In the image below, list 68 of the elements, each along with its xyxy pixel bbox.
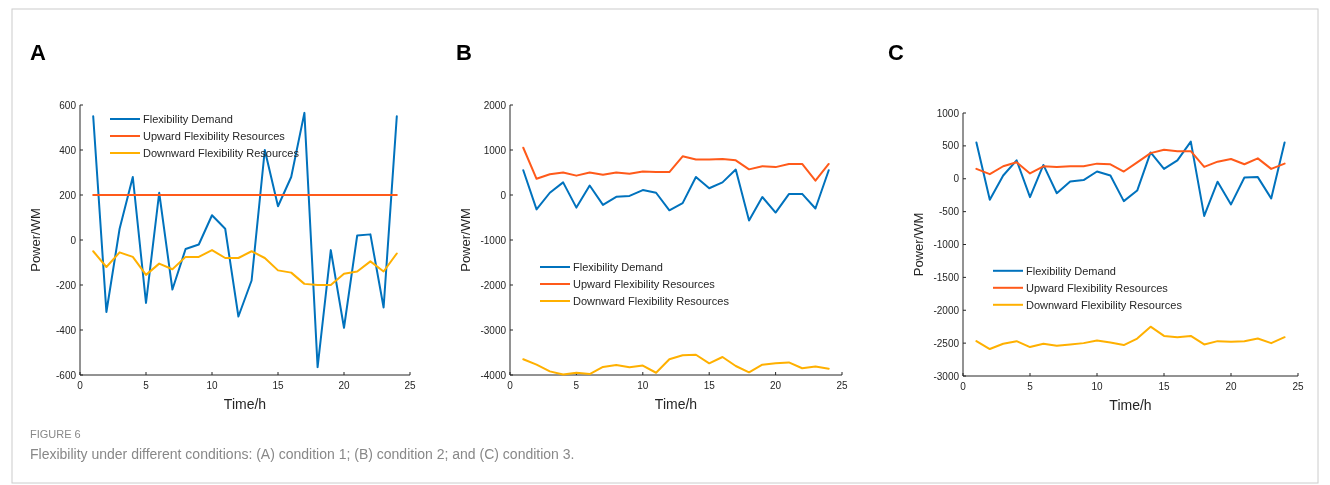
y-tick-label: -4000 — [480, 369, 507, 381]
x-tick-label: 10 — [1091, 381, 1103, 392]
x-axis-title: Time/h — [223, 396, 267, 412]
line-series — [975, 325, 1286, 351]
y-tick-label: 400 — [59, 144, 77, 156]
y-tick-label: 0 — [500, 189, 507, 201]
y-tick-label: -1000 — [480, 234, 507, 246]
x-tick-label: 25 — [836, 380, 848, 391]
x-tick-label: 5 — [1027, 381, 1034, 392]
line-series — [522, 353, 830, 376]
legend-label: Downward Flexibility Resources — [1026, 298, 1183, 311]
chart-title: C — [888, 40, 904, 65]
text: Flexibility under different conditions: (A) condition 1; (B) condition 2; and (C) condition 3. — [30, 446, 575, 462]
legend-label: Upward Flexibility Resources — [143, 130, 286, 142]
y-tick-label: -1500 — [933, 271, 960, 283]
y-axis-title: Power/WM — [458, 208, 473, 272]
legend-label: Downward Flexibility Resources — [573, 295, 730, 307]
legend-label: Flexibility Demand — [1026, 264, 1116, 277]
y-tick-label: 2000 — [483, 99, 507, 111]
y-tick-label: 0 — [953, 173, 960, 185]
x-tick-label: 15 — [1158, 381, 1170, 392]
y-tick-label: -500 — [938, 206, 960, 218]
line-series — [975, 148, 1286, 176]
y-tick-label: 600 — [59, 99, 77, 111]
y-tick-label: 500 — [942, 140, 960, 152]
y-axis-title: Power/WM — [911, 212, 926, 277]
x-tick-label: 10 — [206, 380, 218, 391]
x-tick-label: 10 — [637, 380, 649, 391]
x-tick-label: 20 — [1225, 381, 1237, 392]
x-tick-label: 25 — [1292, 381, 1304, 392]
y-tick-label: -400 — [55, 324, 77, 336]
x-tick-label: 15 — [272, 380, 284, 391]
y-tick-label: -2500 — [933, 337, 960, 349]
y-tick-label: -1000 — [933, 239, 960, 250]
chart-title: B — [456, 40, 472, 65]
x-tick-label: 0 — [77, 380, 84, 391]
y-tick-label: -600 — [55, 369, 77, 381]
y-tick-label: -3000 — [933, 370, 960, 382]
x-axis-title: Time/h — [654, 396, 698, 412]
x-tick-label: 15 — [703, 380, 716, 391]
x-tick-label: 25 — [404, 380, 416, 391]
legend-label: Flexibility Demand — [573, 261, 663, 273]
x-axis-title: Time/h — [1109, 397, 1152, 413]
line-series — [522, 168, 830, 222]
y-tick-label: -3000 — [480, 324, 507, 336]
y-tick-label: -200 — [55, 279, 77, 291]
caption: FIGURE 6 — [30, 428, 81, 440]
x-tick-label: 0 — [960, 381, 967, 392]
y-axis-title: Power/WM — [28, 208, 43, 272]
line-series — [92, 249, 398, 286]
chart-title: A — [30, 40, 46, 65]
x-tick-label: 5 — [143, 380, 150, 391]
line-series — [975, 140, 1286, 217]
x-tick-label: 5 — [573, 380, 580, 391]
y-tick-label: -2000 — [480, 279, 507, 291]
y-tick-label: 1000 — [936, 107, 960, 119]
x-tick-label: 0 — [507, 380, 514, 391]
y-tick-label: 200 — [59, 189, 77, 201]
x-tick-label: 20 — [338, 380, 350, 391]
legend-label: Upward Flexibility Resources — [1026, 281, 1169, 294]
legend-label: Upward Flexibility Resources — [573, 278, 716, 290]
line-series — [92, 111, 398, 369]
y-tick-label: -2000 — [933, 304, 960, 316]
y-tick-label: 0 — [70, 234, 77, 246]
x-tick-label: 20 — [770, 380, 782, 391]
line-series — [522, 146, 830, 182]
legend-label: Flexibility Demand — [143, 113, 233, 125]
y-tick-label: 1000 — [483, 144, 507, 156]
